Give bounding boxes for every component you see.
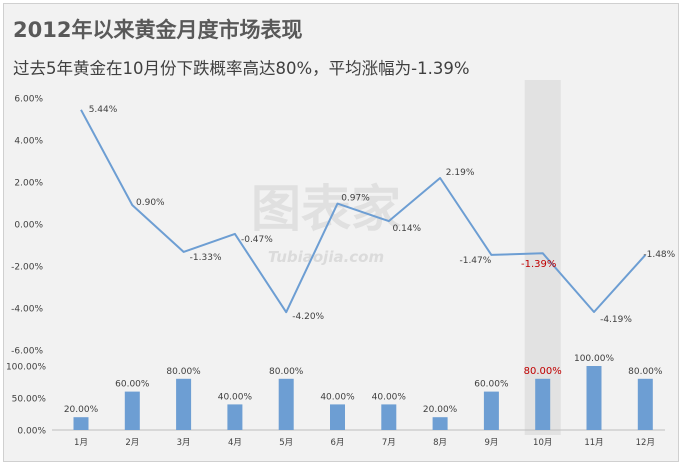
bar-data-label: 60.00% [474,380,509,390]
line-data-label: 0.97% [341,194,370,204]
line-ytick-label: -6.00% [11,347,43,357]
line-ytick-label: 0.00% [14,221,43,231]
line-layer [80,109,647,314]
x-tick-label: 5月 [279,438,293,448]
line-data-label: -1.33% [190,253,222,263]
bar-8月 [432,417,448,430]
bar-ytick-label: 0.00% [17,427,46,437]
bar-7月 [381,404,397,430]
bar-ytick-label: 100.00% [6,363,46,373]
line-ytick-label: -4.00% [11,305,43,315]
bar-data-label: 60.00% [115,380,150,390]
line-ytick-label: 2.00% [14,179,43,189]
bar-data-label: 40.00% [320,392,355,402]
bar-ytick-label: 50.00% [12,395,47,405]
bar-6月 [330,404,345,430]
bar-data-label: 20.00% [423,405,458,415]
x-tick-label: 9月 [484,438,498,448]
x-tick-label: 10月 [533,438,552,448]
x-tick-label: 3月 [177,438,191,448]
bar-data-label: 40.00% [218,392,253,402]
line-data-label: 0.14% [393,224,422,234]
x-tick-label: 8月 [433,438,447,448]
bar-2月 [124,391,140,430]
bar-data-label: 80.00% [524,366,562,377]
bar-9月 [483,391,499,430]
line-series [80,109,647,314]
x-tick-label: 1月 [74,438,88,448]
bar-data-label: 80.00% [166,367,201,377]
chart-frame [3,3,679,462]
line-data-label: -0.47% [241,235,273,245]
label-layer: 20.00% 60.00% 80.00% 40.00% 80.00% 40.00% 40.0… [64,105,676,415]
chart-subtitle: 过去5年黄金在10月份下跌概率高达80%，平均涨幅为-1.39% [13,59,470,78]
bar-data-label: 100.00% [574,354,614,364]
watermark: 图表家 Tubiaojia.com [251,180,401,266]
x-tick-label: 2月 [125,438,139,448]
bar-layer [73,366,653,430]
bar-5月 [278,378,294,430]
line-ytick-label: 4.00% [14,137,43,147]
line-data-label: -4.19% [600,315,632,325]
line-ytick-label: 6.00% [14,95,43,105]
bar-4月 [227,404,243,430]
bar-data-label: 40.00% [372,392,407,402]
x-tick-label: 6月 [331,438,345,448]
chart-title: 2012年以来黄金月度市场表现 [13,18,303,42]
line-data-label: -1.48% [643,250,675,260]
bar-data-label: 20.00% [64,405,99,415]
line-data-label: -1.39% [521,259,556,270]
axis-layer: 6.00% 4.00% 2.00% 0.00% -2.00% -4.00% -6.00% 10… [6,95,665,448]
line-data-label: 0.90% [136,198,165,208]
bar-data-label: 80.00% [269,367,304,377]
bar-10月 [535,378,551,430]
line-ytick-label: -2.00% [11,263,43,273]
line-data-label: -1.47% [459,256,491,266]
bar-1月 [73,417,89,430]
watermark-url: Tubiaojia.com [268,248,384,266]
line-data-label: 2.19% [446,168,475,178]
bar-data-label: 80.00% [628,367,663,377]
highlight-band-layer [524,80,561,435]
x-tick-label: 7月 [382,438,396,448]
bar-12月 [637,378,653,430]
x-tick-label: 4月 [228,438,242,448]
highlight-band [524,80,561,435]
bar-11月 [586,366,602,430]
bar-3月 [176,378,192,430]
line-data-label: -4.20% [292,312,324,322]
x-tick-label: 11月 [584,438,603,448]
line-data-label: 5.44% [89,105,118,115]
x-tick-label: 12月 [636,438,655,448]
